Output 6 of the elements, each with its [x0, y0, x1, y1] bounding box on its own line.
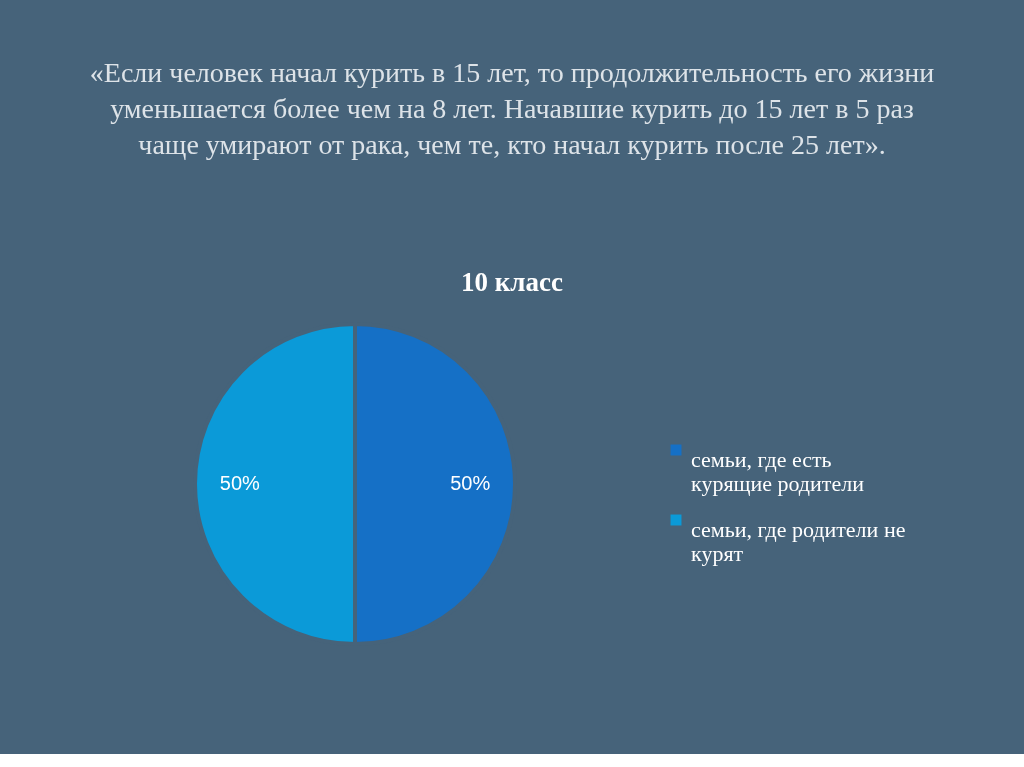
legend-label: семьи, где есть курящие родители: [691, 447, 865, 496]
legend-label: семьи, где родители не курят: [691, 517, 906, 566]
data-label: 50%: [450, 472, 491, 494]
chart-title: «Если человек начал курить в 15 лет, то продолжительность его жизни уменьшается более чем на 8 лет. Начавшие курить до 15 лет в 5 раз чаще умирают от рака, чем те, кто начал курить после 25 лет».: [89, 57, 935, 160]
chart-subtitle: 10 класс: [461, 267, 563, 297]
data-label: 50%: [219, 472, 261, 494]
